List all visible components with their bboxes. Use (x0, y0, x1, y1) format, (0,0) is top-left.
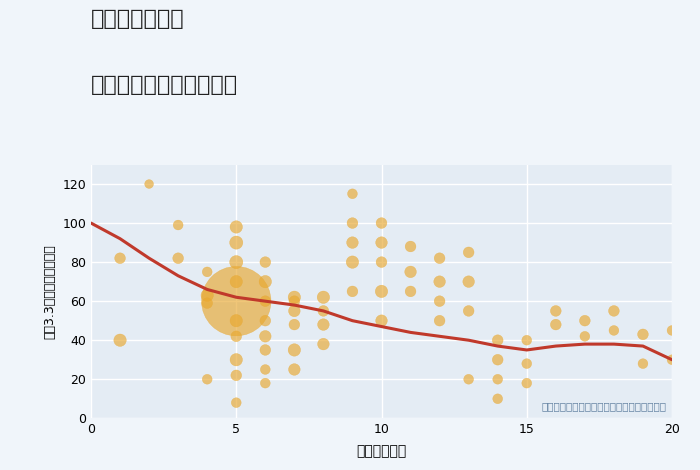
Point (289, 307, 300, 315)
Point (318, 321, 329, 329)
Point (202, 291, 213, 299)
Point (346, 239, 358, 246)
Point (666, 356, 678, 363)
Point (231, 258, 242, 266)
Point (231, 298, 242, 305)
Point (580, 333, 591, 340)
Y-axis label: 坪（3.3㎡）単価（万円）: 坪（3.3㎡）単価（万円） (43, 244, 57, 339)
Point (434, 298, 445, 305)
Point (260, 346, 271, 354)
Text: 奈良県尺土駅の: 奈良県尺土駅の (91, 9, 185, 30)
Point (231, 223, 242, 231)
Point (492, 337, 503, 344)
Point (463, 307, 475, 315)
Point (346, 219, 358, 227)
Point (260, 278, 271, 285)
Point (376, 288, 387, 295)
Point (289, 346, 300, 354)
Point (346, 288, 358, 295)
Point (172, 254, 183, 262)
Point (318, 307, 329, 315)
Point (260, 317, 271, 324)
Point (144, 180, 155, 188)
Point (260, 379, 271, 387)
Point (405, 288, 416, 295)
Point (346, 258, 358, 266)
Point (231, 399, 242, 407)
Point (202, 376, 213, 383)
Point (550, 321, 561, 329)
X-axis label: 駅距離（分）: 駅距離（分） (356, 445, 407, 459)
Point (231, 372, 242, 379)
Point (289, 366, 300, 373)
Point (231, 356, 242, 363)
Point (376, 258, 387, 266)
Point (260, 298, 271, 305)
Point (492, 356, 503, 363)
Point (608, 307, 620, 315)
Point (492, 376, 503, 383)
Point (318, 340, 329, 348)
Text: 駅距離別中古戸建て価格: 駅距離別中古戸建て価格 (91, 75, 238, 95)
Point (231, 317, 242, 324)
Point (638, 360, 649, 368)
Point (289, 321, 300, 329)
Point (521, 337, 532, 344)
Point (666, 327, 678, 334)
Point (492, 395, 503, 402)
Point (114, 337, 126, 344)
Text: 円の大きさは、取引のあった物件面積を示す: 円の大きさは、取引のあった物件面積を示す (541, 401, 666, 411)
Point (405, 268, 416, 275)
Point (346, 190, 358, 197)
Point (434, 317, 445, 324)
Point (580, 317, 591, 324)
Point (231, 239, 242, 246)
Point (114, 254, 126, 262)
Point (463, 278, 475, 285)
Point (521, 360, 532, 368)
Point (376, 317, 387, 324)
Point (376, 219, 387, 227)
Point (463, 249, 475, 256)
Point (202, 268, 213, 275)
Point (260, 366, 271, 373)
Point (405, 243, 416, 250)
Point (434, 254, 445, 262)
Point (376, 239, 387, 246)
Point (521, 379, 532, 387)
Point (289, 293, 300, 301)
Point (172, 221, 183, 229)
Point (260, 258, 271, 266)
Point (231, 278, 242, 285)
Point (260, 333, 271, 340)
Point (463, 376, 475, 383)
Point (231, 333, 242, 340)
Point (202, 299, 213, 307)
Point (289, 298, 300, 305)
Point (434, 278, 445, 285)
Point (608, 327, 620, 334)
Point (638, 330, 649, 338)
Point (550, 307, 561, 315)
Point (318, 293, 329, 301)
